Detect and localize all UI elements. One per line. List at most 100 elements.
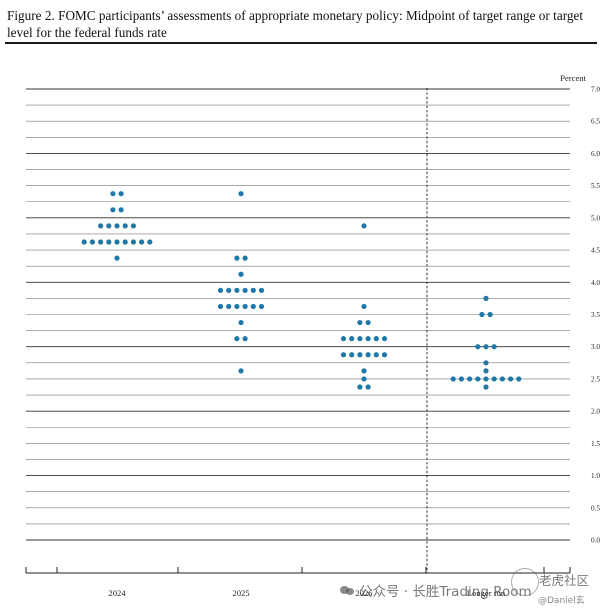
participant-dot xyxy=(499,376,505,382)
participant-dot xyxy=(147,239,153,245)
participant-dot xyxy=(483,376,489,382)
x-category-label: 2026 xyxy=(355,588,373,598)
participant-dot xyxy=(139,239,145,245)
participant-dot xyxy=(238,191,244,197)
participant-dot xyxy=(365,384,371,390)
participant-dot xyxy=(479,311,485,318)
wechat-icon xyxy=(340,585,354,596)
participant-dot xyxy=(475,376,481,382)
participant-dot xyxy=(365,352,371,358)
participant-dot xyxy=(487,311,493,318)
participant-dot xyxy=(98,223,104,229)
participant-dot xyxy=(238,271,244,277)
watermark-text: 公众号 · 长胜Trading Room xyxy=(359,584,532,600)
participant-dot xyxy=(250,303,256,310)
participant-dot xyxy=(483,295,489,301)
y-tick-label: 7.0 xyxy=(591,86,600,94)
participant-dot xyxy=(258,303,265,310)
participant-dot xyxy=(483,384,489,390)
participant-dot xyxy=(217,303,224,310)
participant-dot xyxy=(361,368,367,374)
y-tick-label: 1.5 xyxy=(591,440,600,448)
y-tick-label: 0.0 xyxy=(591,537,600,545)
participant-dot xyxy=(491,376,497,382)
participant-dot xyxy=(361,303,367,310)
participant-dot xyxy=(381,336,388,342)
watermark: 公众号 · 长胜Trading Room xyxy=(340,580,532,600)
participant-dot xyxy=(250,287,256,293)
y-tick-label: 4.0 xyxy=(591,279,600,287)
participant-dot xyxy=(242,336,248,342)
participant-dot xyxy=(340,352,347,358)
participant-dot xyxy=(357,319,363,326)
participant-dot xyxy=(242,255,248,261)
participant-dot xyxy=(122,239,128,245)
y-tick-label: 3.0 xyxy=(591,343,600,351)
y-tick-label: 4.5 xyxy=(591,247,600,255)
participant-dot xyxy=(234,303,240,310)
y-tick-label: 5.0 xyxy=(591,214,600,222)
participant-dot xyxy=(234,336,240,342)
participant-dot xyxy=(81,239,87,245)
figure-title: Figure 2. FOMC participants’ assessments… xyxy=(7,8,584,40)
participant-dot xyxy=(234,287,240,293)
participant-dot xyxy=(114,223,120,229)
y-tick-label: 5.5 xyxy=(591,182,600,190)
participant-dot xyxy=(238,319,244,326)
participant-dot xyxy=(508,376,514,382)
y-tick-label: 1.0 xyxy=(591,472,600,480)
y-tick-label: 6.0 xyxy=(591,150,600,158)
participant-dot xyxy=(242,303,248,310)
participant-dot xyxy=(340,336,347,342)
community-logo-icon xyxy=(511,568,539,596)
x-category-label: Longer run xyxy=(467,588,506,598)
title-rule xyxy=(5,42,597,44)
y-tick-label: 6.5 xyxy=(591,118,600,126)
participant-dot xyxy=(89,239,95,245)
participant-dot xyxy=(483,360,489,366)
participant-dot xyxy=(361,223,367,229)
participant-dot xyxy=(118,191,124,197)
participant-dot xyxy=(226,303,232,310)
participant-dot xyxy=(118,207,124,213)
y-tick-label: 2.0 xyxy=(591,408,600,416)
watermark-user: @Daniel玄 xyxy=(538,596,585,606)
participant-dot xyxy=(365,319,371,326)
watermark-community: 老虎社区 xyxy=(539,573,590,588)
participant-dot xyxy=(106,223,112,229)
participant-dot xyxy=(357,336,363,342)
participant-dot xyxy=(349,352,355,358)
participant-dot xyxy=(491,344,497,350)
participant-dot xyxy=(373,336,379,342)
participant-dot xyxy=(217,287,224,293)
unit-label: Percent xyxy=(560,73,586,83)
participant-dot xyxy=(234,255,240,261)
participant-dot xyxy=(114,255,120,261)
participant-dot xyxy=(349,336,355,342)
participant-dot xyxy=(483,344,489,350)
participant-dot xyxy=(226,287,232,293)
participant-dot xyxy=(516,376,522,382)
participant-dot xyxy=(381,352,388,358)
y-tick-label: 3.5 xyxy=(591,311,600,319)
participant-dot xyxy=(458,376,464,382)
dots xyxy=(81,191,522,390)
participant-dot xyxy=(110,191,116,197)
participant-dot xyxy=(373,352,379,358)
participant-dot xyxy=(483,368,489,374)
participant-dot xyxy=(242,287,248,293)
participant-dot xyxy=(467,376,473,382)
participant-dot xyxy=(122,223,128,229)
participant-dot xyxy=(357,384,363,390)
axis: 0.0 0.5 1.0 1.5 2.0 2.5 3.0 3.5 4.0 4.5 5.0 5.5 6.0 6… xyxy=(25,86,600,598)
participant-dot xyxy=(114,239,120,245)
gridlines xyxy=(26,88,570,541)
participant-dot xyxy=(98,239,104,245)
x-category-label: 2025 xyxy=(232,588,249,598)
participant-dot xyxy=(475,344,481,350)
participant-dot xyxy=(258,287,265,293)
participant-dot xyxy=(357,352,363,358)
participant-dot xyxy=(361,376,367,382)
participant-dot xyxy=(110,207,116,213)
